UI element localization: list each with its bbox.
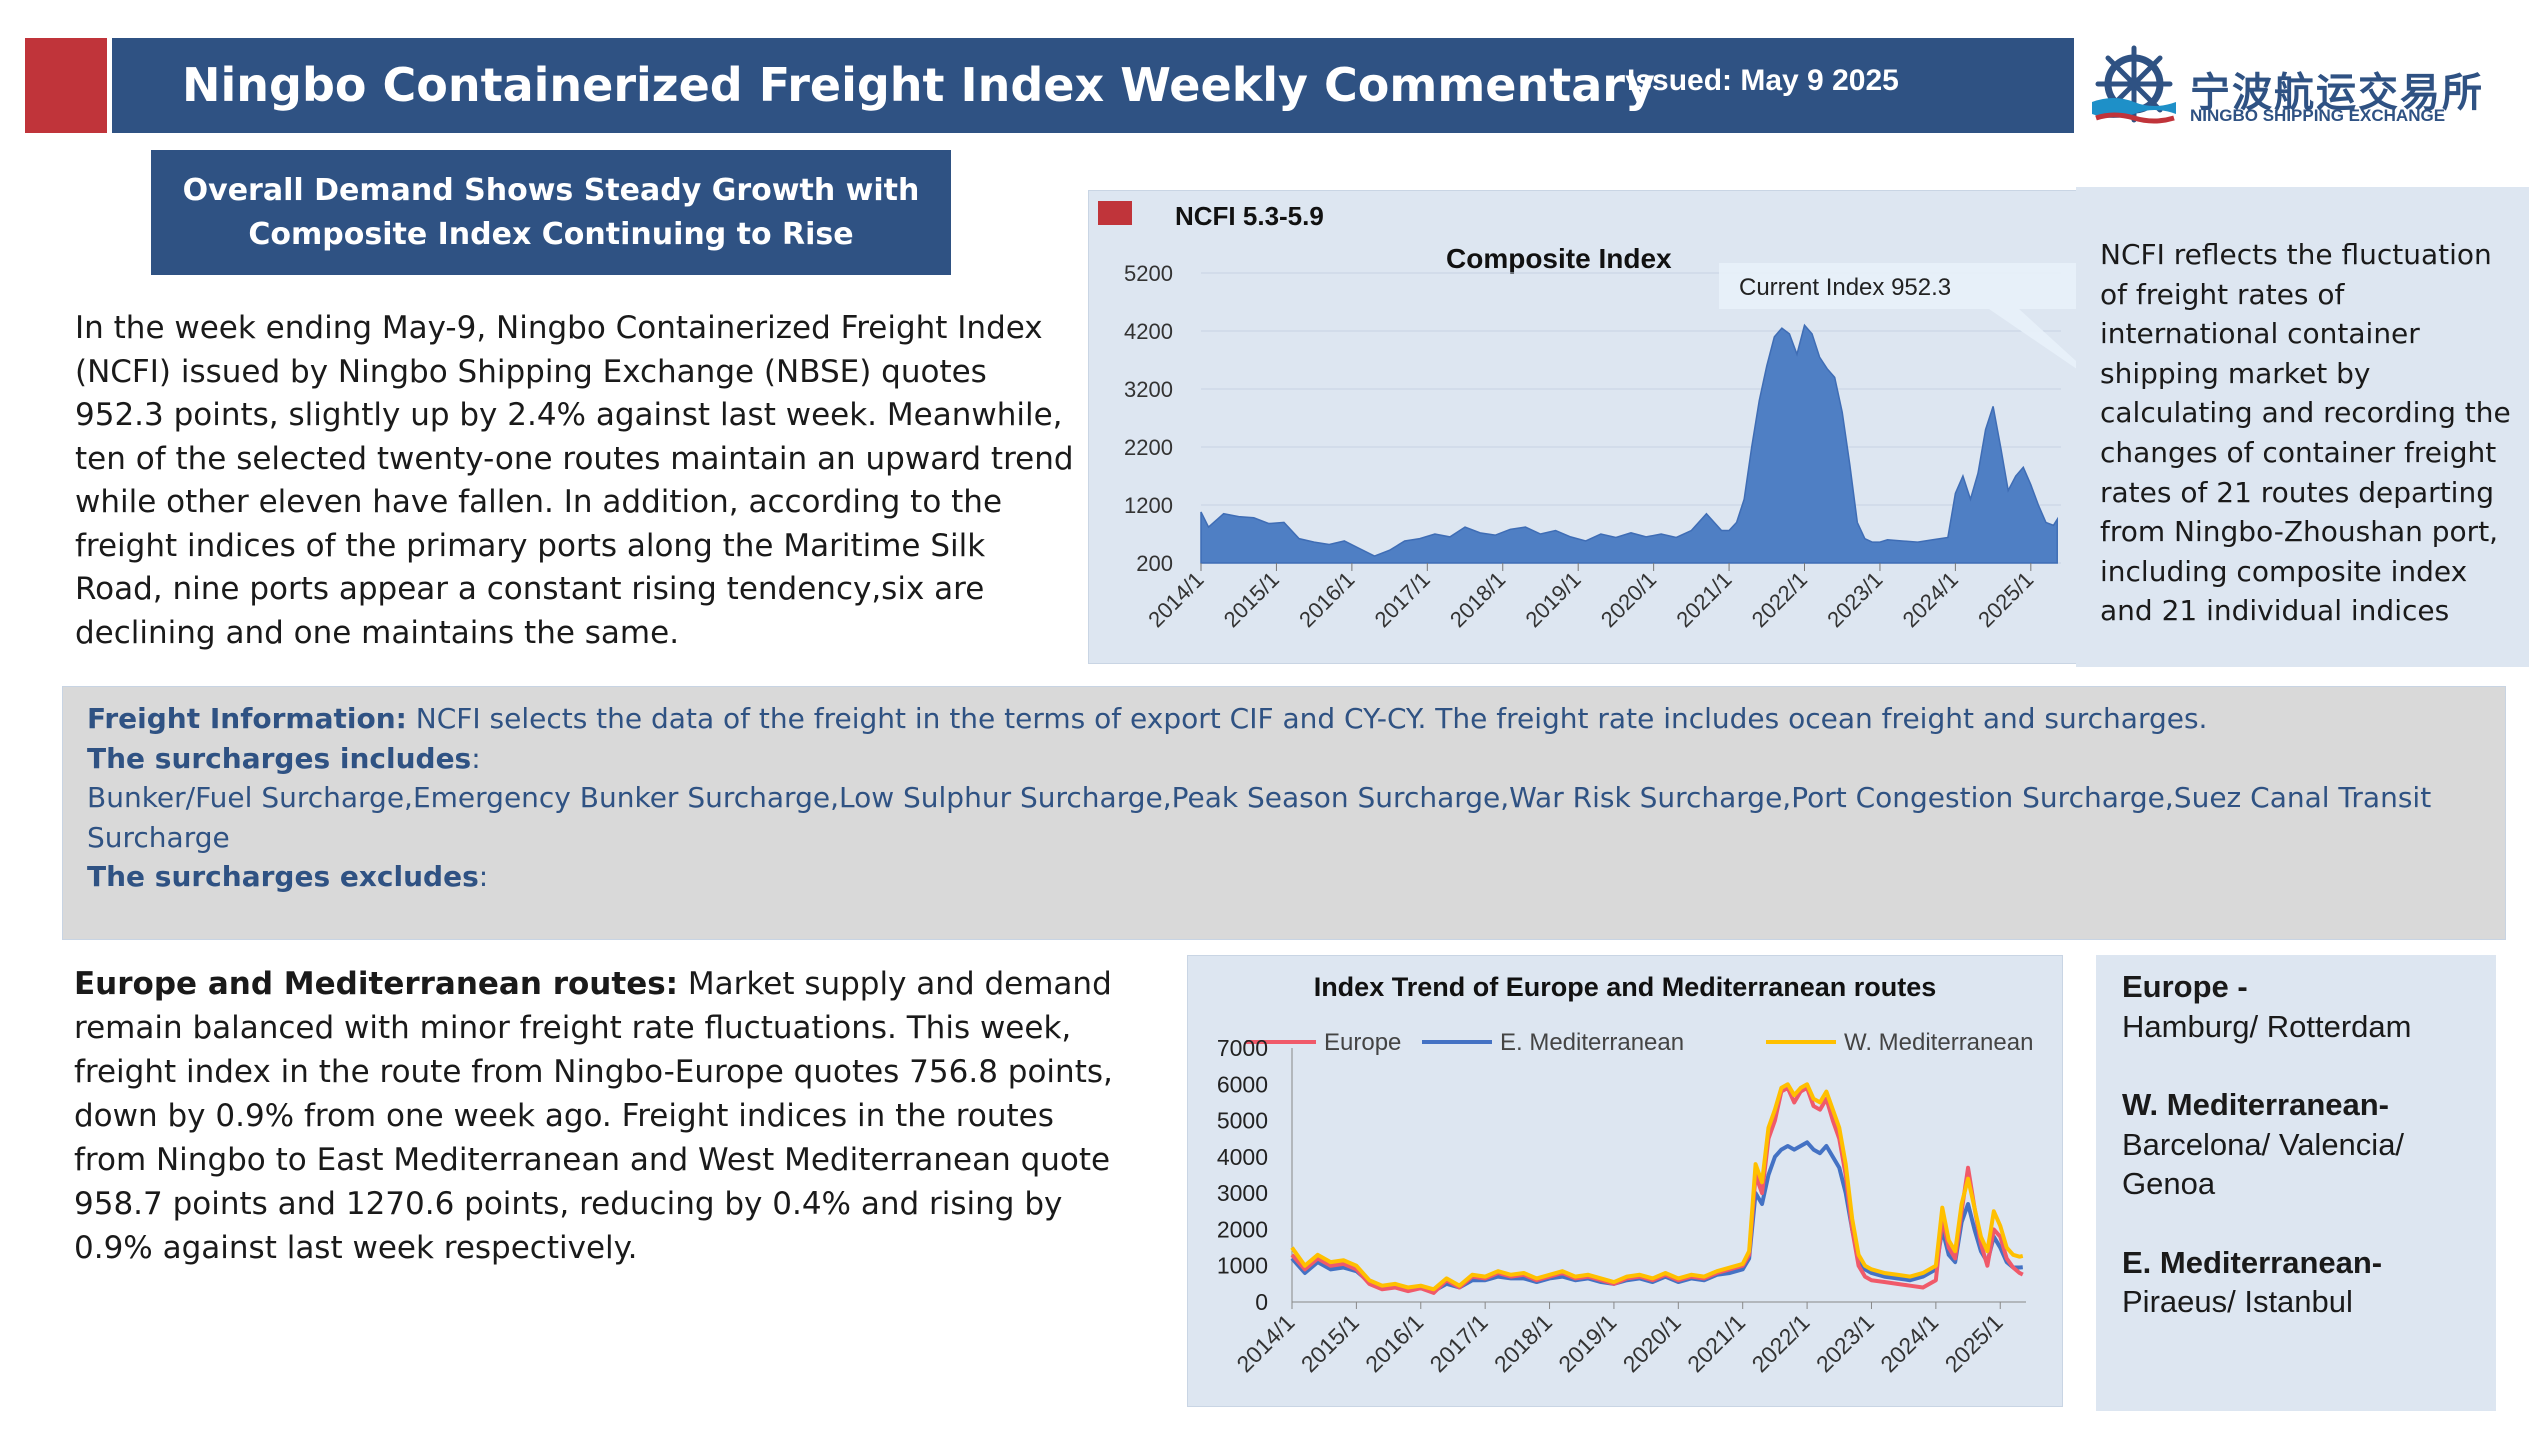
- x-tick-label: 2025/1: [1973, 567, 2038, 632]
- y-tick-label: 4000: [1217, 1144, 1268, 1170]
- x-tick-label: 2023/1: [1811, 1309, 1879, 1377]
- series-line-europe: [1290, 1085, 2024, 1295]
- series-line-w-mediterranean: [1290, 1082, 2024, 1292]
- intro-paragraph: In the week ending May-9, Ningbo Contain…: [75, 310, 1074, 651]
- freight-info-text: NCFI selects the data of the freight in …: [406, 702, 2208, 735]
- x-tick-label: 2014/1: [1143, 567, 1208, 632]
- trend-chart-title: Index Trend of Europe and Mediterranean …: [1314, 972, 1937, 1002]
- route-definition-panel: Europe - Hamburg/ Rotterdam W. Mediterra…: [2096, 955, 2496, 1411]
- freight-information-content: Freight Information: NCFI selects the da…: [87, 699, 2487, 897]
- y-tick-label: 6000: [1217, 1071, 1268, 1097]
- y-tick-label: 5000: [1217, 1108, 1268, 1134]
- x-tick-label: 2016/1: [1360, 1309, 1428, 1377]
- freight-info-line: Freight Information: NCFI selects the da…: [87, 699, 2487, 739]
- x-tick-label: 2025/1: [1940, 1309, 2008, 1377]
- y-tick-label: 5200: [1124, 261, 1173, 286]
- x-tick-label: 2019/1: [1520, 567, 1585, 632]
- x-tick-label: 2021/1: [1671, 567, 1736, 632]
- x-tick-label: 2017/1: [1425, 1309, 1493, 1377]
- ncfi-legend-label: NCFI 5.3-5.9: [1175, 201, 1324, 231]
- logo-english-name: NINGBO SHIPPING EXCHANGE: [2190, 106, 2446, 125]
- title-bar: Ningbo Containerized Freight Index Weekl…: [112, 38, 2074, 133]
- ncfi-legend-swatch: [1098, 201, 1132, 225]
- surcharges-excludes-colon: :: [478, 860, 489, 893]
- logo-chinese-name: 宁波航运交易所: [2190, 70, 2484, 116]
- x-tick-label: 2021/1: [1682, 1309, 1750, 1377]
- composite-index-area: [1200, 323, 2058, 564]
- freight-information-box: Freight Information: NCFI selects the da…: [62, 686, 2506, 940]
- surcharges-excludes-line: The surcharges excludes:: [87, 857, 2487, 897]
- legend-label: Europe: [1324, 1029, 1401, 1056]
- headline-line-1: Overall Demand Shows Steady Growth with: [182, 172, 920, 208]
- surcharges-includes-line: The surcharges includes:: [87, 739, 2487, 779]
- freight-info-label: Freight Information:: [87, 702, 407, 735]
- surcharges-includes-colon: :: [471, 741, 481, 775]
- issue-date: Issued: May 9 2025: [1627, 64, 1899, 97]
- x-tick-label: 2017/1: [1370, 567, 1435, 632]
- ncfi-description: NCFI reflects the fluctuation of freight…: [2100, 238, 2511, 628]
- wmed-route-title: W. Mediterranean-: [2122, 1087, 2389, 1122]
- current-index-annotation: Current Index 952.3: [1739, 274, 1951, 301]
- y-tick-label: 3200: [1124, 377, 1173, 402]
- page-title: Ningbo Containerized Freight Index Weekl…: [182, 58, 1655, 112]
- x-tick-label: 2024/1: [1898, 567, 1963, 632]
- europe-med-text: Market supply and demand remain balanced…: [74, 966, 1113, 1266]
- europe-route-ports: Hamburg/ Rotterdam: [2122, 1008, 2412, 1044]
- y-tick-label: 2200: [1124, 435, 1173, 460]
- x-tick-label: 2022/1: [1746, 1309, 1814, 1377]
- headline-line-2: Composite Index Continuing to Rise: [248, 216, 854, 252]
- europe-med-trend-svg: Index Trend of Europe and Mediterranean …: [1217, 972, 2034, 1377]
- composite-index-svg: NCFI 5.3-5.9 Composite Index 200 1200 2200…: [1098, 201, 2261, 632]
- wmed-route-ports: Barcelona/ Valencia/ Genoa: [2122, 1126, 2405, 1202]
- composite-chart-title: Composite Index: [1446, 243, 1672, 274]
- header-accent-block: [25, 38, 107, 133]
- y-tick-label: 1200: [1124, 493, 1173, 518]
- europe-med-paragraph: Europe and Mediterranean routes: Market …: [74, 962, 1114, 1270]
- x-tick-label: 2015/1: [1296, 1309, 1364, 1377]
- x-tick-label: 2015/1: [1219, 567, 1284, 632]
- surcharges-excludes-label: The surcharges excludes: [87, 860, 479, 893]
- x-tick-label: 2016/1: [1294, 567, 1359, 632]
- y-tick-label: 0: [1255, 1289, 1268, 1315]
- x-tick-label: 2018/1: [1489, 1309, 1557, 1377]
- legend-label: E. Mediterranean: [1500, 1029, 1684, 1056]
- x-tick-label: 2018/1: [1445, 567, 1510, 632]
- ncfi-description-panel: NCFI reflects the fluctuation of freight…: [2076, 187, 2529, 667]
- ship-wheel-icon: [2092, 45, 2176, 124]
- x-tick-label: 2020/1: [1618, 1309, 1686, 1377]
- europe-med-label: Europe and Mediterranean routes:: [74, 966, 679, 1002]
- y-tick-label: 3000: [1217, 1180, 1268, 1206]
- emed-route-ports: Piraeus/ Istanbul: [2122, 1284, 2353, 1319]
- x-tick-label: 2019/1: [1553, 1309, 1621, 1377]
- x-tick-label: 2024/1: [1875, 1309, 1943, 1377]
- x-tick-label: 2020/1: [1596, 567, 1661, 632]
- europe-med-trend-chart: Index Trend of Europe and Mediterranean …: [1187, 955, 2063, 1407]
- route-definitions: Europe - Hamburg/ Rotterdam W. Mediterra…: [2122, 967, 2492, 1322]
- legend-label: W. Mediterranean: [1844, 1029, 2033, 1056]
- y-tick-label: 4200: [1124, 319, 1173, 344]
- x-tick-label: 2022/1: [1747, 567, 1812, 632]
- surcharges-includes-list: Bunker/Fuel Surcharge,Emergency Bunker S…: [87, 781, 2432, 854]
- headline-box: Overall Demand Shows Steady Growth with …: [151, 150, 951, 275]
- emed-route-title: E. Mediterranean-: [2122, 1244, 2383, 1280]
- europe-route-title: Europe -: [2122, 969, 2248, 1004]
- series-line-e-mediterranean: [1290, 1140, 2023, 1294]
- x-tick-label: 2014/1: [1231, 1309, 1299, 1377]
- x-tick-label: 2023/1: [1822, 567, 1887, 632]
- y-tick-label: 1000: [1217, 1253, 1268, 1279]
- nbse-logo: 宁波航运交易所 NINGBO SHIPPING EXCHANGE: [2080, 38, 2520, 133]
- y-tick-label: 7000: [1217, 1035, 1268, 1061]
- y-tick-label: 2000: [1217, 1216, 1268, 1242]
- y-tick-label: 200: [1136, 551, 1173, 576]
- composite-index-chart: NCFI 5.3-5.9 Composite Index 200 1200 2200…: [1088, 190, 2261, 664]
- surcharges-includes-label: The surcharges includes: [87, 741, 472, 775]
